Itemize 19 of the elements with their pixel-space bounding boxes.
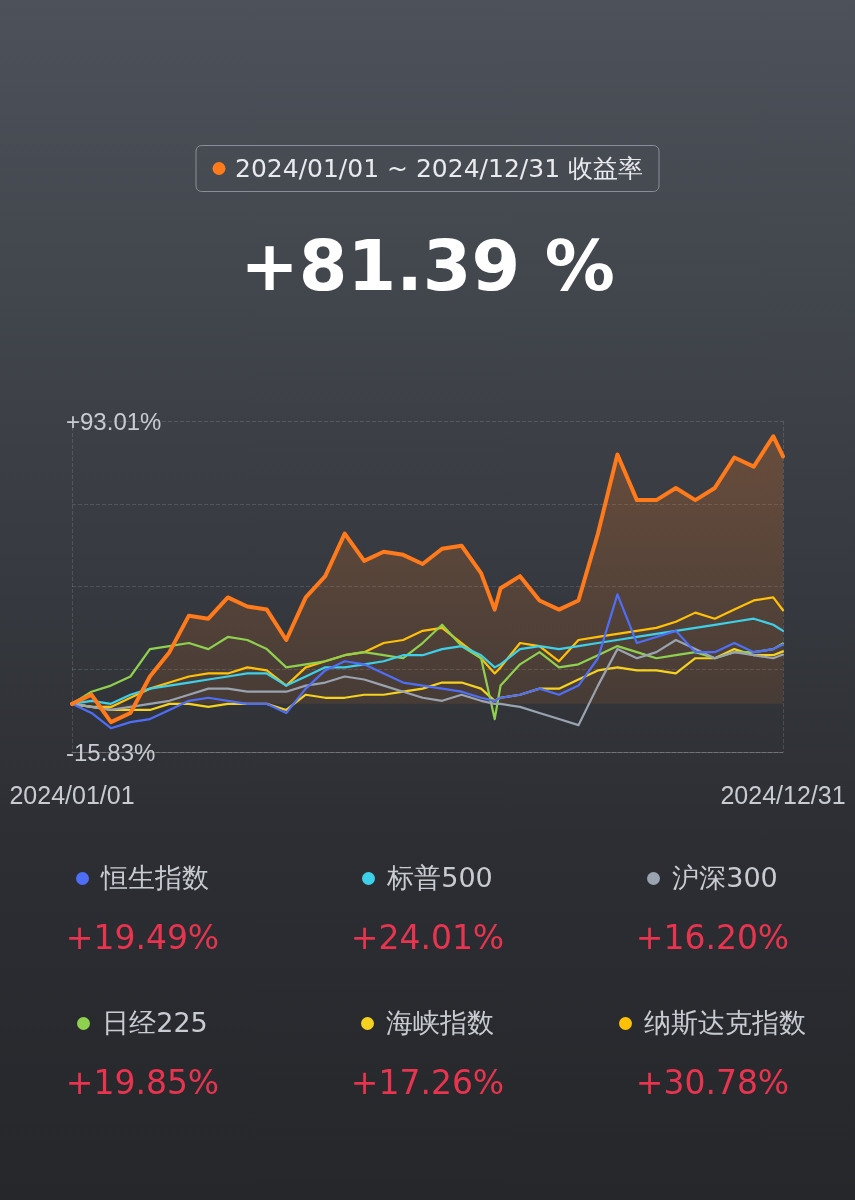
line-series	[70, 593, 785, 730]
y-tick-label: -15.83%	[66, 738, 156, 766]
legend-label: 沪深300	[672, 861, 778, 895]
chart-title: 2024/01/01 ~ 2024/12/31 收益率	[235, 153, 643, 185]
text: +16.20%	[634, 918, 791, 957]
legend-label: 海峡指数	[386, 1006, 494, 1040]
y-tick-label: +93.01%	[66, 407, 162, 435]
chart-subtitle: +81.39 %	[239, 225, 616, 307]
text: +17.26%	[349, 1063, 506, 1102]
text: +30.78%	[634, 1063, 791, 1102]
legend-label: 标普500	[387, 861, 493, 895]
x-tick-label: 2024/01/01	[9, 780, 135, 809]
legend-label: 纳斯达克指数	[644, 1006, 806, 1040]
text: +24.01%	[349, 918, 506, 957]
legend-label: 日经225	[102, 1006, 208, 1040]
legend-label: 恒生指数	[101, 861, 209, 895]
x-tick-label: 2024/12/31	[720, 780, 846, 809]
text: +19.49%	[64, 918, 221, 957]
text: +19.85%	[64, 1063, 221, 1102]
